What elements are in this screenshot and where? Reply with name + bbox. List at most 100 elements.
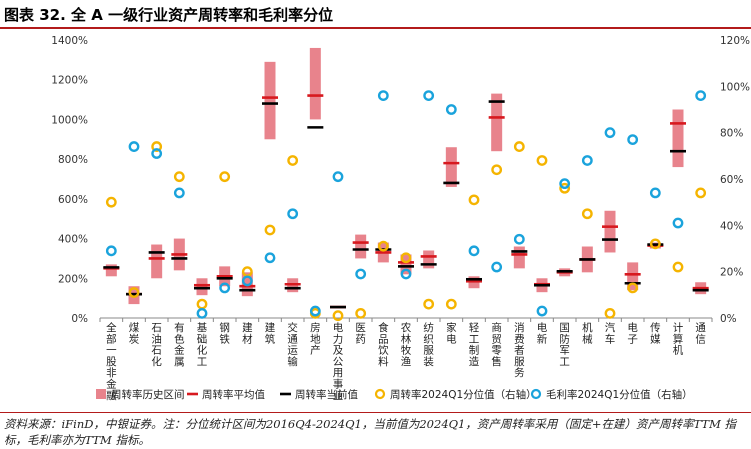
- y-left-tick-label: 1400%: [51, 35, 88, 47]
- turnover-percentile-point: [219, 171, 231, 183]
- range-bar: [513, 246, 525, 269]
- legend: 周转率历史区间 周转率平均值 周转率当前值 周转率2024Q1分位值（右轴） 毛利率20…: [96, 388, 693, 401]
- turnover-percentile-point: [332, 310, 344, 322]
- y-left-tick-label: 800%: [58, 154, 88, 166]
- y-axis-right: 0% 20% 40% 60% 80% 100% 120%: [720, 35, 750, 325]
- category-label: 全部一股非金融: [106, 321, 117, 402]
- margin-percentile-point: [445, 104, 457, 115]
- margin-percentile-point: [355, 268, 367, 280]
- range-bar: [672, 109, 684, 168]
- margin-percentile-point: [173, 187, 185, 199]
- category-label: 电子: [627, 321, 638, 345]
- margin-percentile-point: [219, 282, 231, 294]
- category-label: 国防军工: [559, 322, 570, 368]
- range-bar: [627, 262, 639, 291]
- margin-percentile-point: [128, 141, 140, 152]
- category-label: 商贸零售: [491, 321, 502, 368]
- margin-percentile-point: [377, 90, 389, 101]
- turnover-percentile-point: [513, 141, 525, 152]
- category-label: 农林牧渔: [401, 321, 412, 368]
- category-label: 汽车: [605, 321, 616, 345]
- category-label: 建筑: [265, 321, 276, 345]
- margin-percentile-point: [241, 275, 253, 287]
- turnover-percentile-point: [536, 155, 548, 166]
- y-right-tick-label: 20%: [720, 267, 743, 279]
- range-bar: [445, 147, 457, 187]
- category-label: 钢铁: [219, 321, 230, 345]
- margin-percentile-point: [332, 171, 344, 183]
- plot-area: [103, 47, 709, 322]
- turnover-percentile-point: [151, 141, 163, 152]
- margin-percentile-point: [672, 217, 684, 229]
- y-right-tick-label: 0%: [720, 313, 737, 325]
- turnover-percentile-point: [355, 307, 367, 319]
- turnover-percentile-point: [377, 240, 389, 252]
- legend-label: 毛利率2024Q1分位值（右轴）: [546, 388, 693, 401]
- margin-percentile-point: [151, 148, 163, 159]
- legend-swatch-margin: [530, 388, 542, 400]
- y-right-tick-label: 80%: [720, 128, 743, 140]
- range-bar: [264, 61, 276, 140]
- margin-percentile-point: [105, 245, 117, 257]
- range-bar: [400, 254, 412, 275]
- y-left-tick-label: 400%: [58, 234, 88, 246]
- category-label: 消费者服务: [514, 321, 525, 379]
- y-left-tick-label: 1000%: [51, 114, 88, 126]
- range-bar: [105, 264, 117, 277]
- legend-label: 周转率2024Q1分位值（右轴）: [390, 388, 537, 401]
- range-bar: [196, 278, 208, 296]
- category-label: 煤炭: [129, 321, 140, 345]
- title-divider: [0, 27, 751, 29]
- turnover-percentile-point: [491, 164, 503, 176]
- margin-percentile-point: [264, 252, 276, 264]
- range-bar: [423, 250, 435, 269]
- category-label: 石油石化: [151, 322, 162, 368]
- range-bar: [151, 244, 163, 279]
- legend-label: 周转率平均值: [202, 388, 265, 401]
- margin-percentile-point: [536, 305, 548, 317]
- category-label: 电新: [537, 321, 548, 345]
- margin-percentile-point: [695, 90, 707, 101]
- category-label: 建材: [242, 321, 253, 345]
- turnover-percentile-point: [559, 182, 571, 194]
- category-label: 电力及公用事业: [333, 321, 344, 402]
- y-left-tick-label: 1200%: [51, 75, 88, 87]
- turnover-percentile-point: [264, 224, 276, 236]
- turnover-percentile-point: [423, 298, 435, 310]
- margin-percentile-point: [604, 127, 616, 139]
- margin-percentile-point: [309, 305, 321, 317]
- turnover-percentile-point: [128, 287, 140, 298]
- y-axis-left: 0% 200% 400% 600% 800% 1000% 1200% 1400%: [51, 35, 88, 325]
- category-label: 有色金属: [174, 321, 185, 368]
- category-label: 医药: [355, 322, 366, 345]
- turnover-percentile-point: [627, 282, 639, 294]
- y-right-tick-label: 40%: [720, 220, 743, 232]
- margin-percentile-point: [513, 233, 525, 245]
- turnover-percentile-point: [400, 252, 412, 264]
- category-label: 交通运输: [287, 321, 298, 368]
- legend-label: 周转率历史区间: [111, 388, 185, 401]
- y-right-tick-label: 100%: [720, 81, 750, 93]
- category-label: 家电: [446, 321, 457, 345]
- turnover-percentile-point: [287, 155, 299, 166]
- turnover-percentile-point: [672, 261, 684, 273]
- turnover-percentile-point: [649, 238, 661, 250]
- turnover-percentile-point: [445, 298, 457, 310]
- footer-divider: [0, 412, 751, 413]
- category-label: 通信: [695, 322, 706, 345]
- turnover-percentile-point: [196, 298, 208, 310]
- margin-percentile-point: [423, 90, 435, 101]
- category-label: 纺织服装: [423, 321, 434, 368]
- margin-percentile-point: [491, 261, 503, 273]
- source-note: 资料来源：iFinD，中银证券。注：分位统计区间为2016Q4-2024Q1，当…: [4, 417, 736, 447]
- y-left-tick-label: 200%: [58, 273, 88, 285]
- category-label: 食品饮料: [378, 321, 389, 368]
- chart: 0% 200% 400% 600% 800% 1000% 1200% 1400% 0% 20% 4…: [51, 35, 750, 402]
- margin-percentile-point: [627, 134, 639, 146]
- margin-percentile-point: [468, 245, 480, 257]
- range-bar: [604, 210, 616, 253]
- margin-percentile-point: [581, 155, 593, 166]
- range-bar: [355, 234, 367, 259]
- y-left-tick-label: 600%: [58, 194, 88, 206]
